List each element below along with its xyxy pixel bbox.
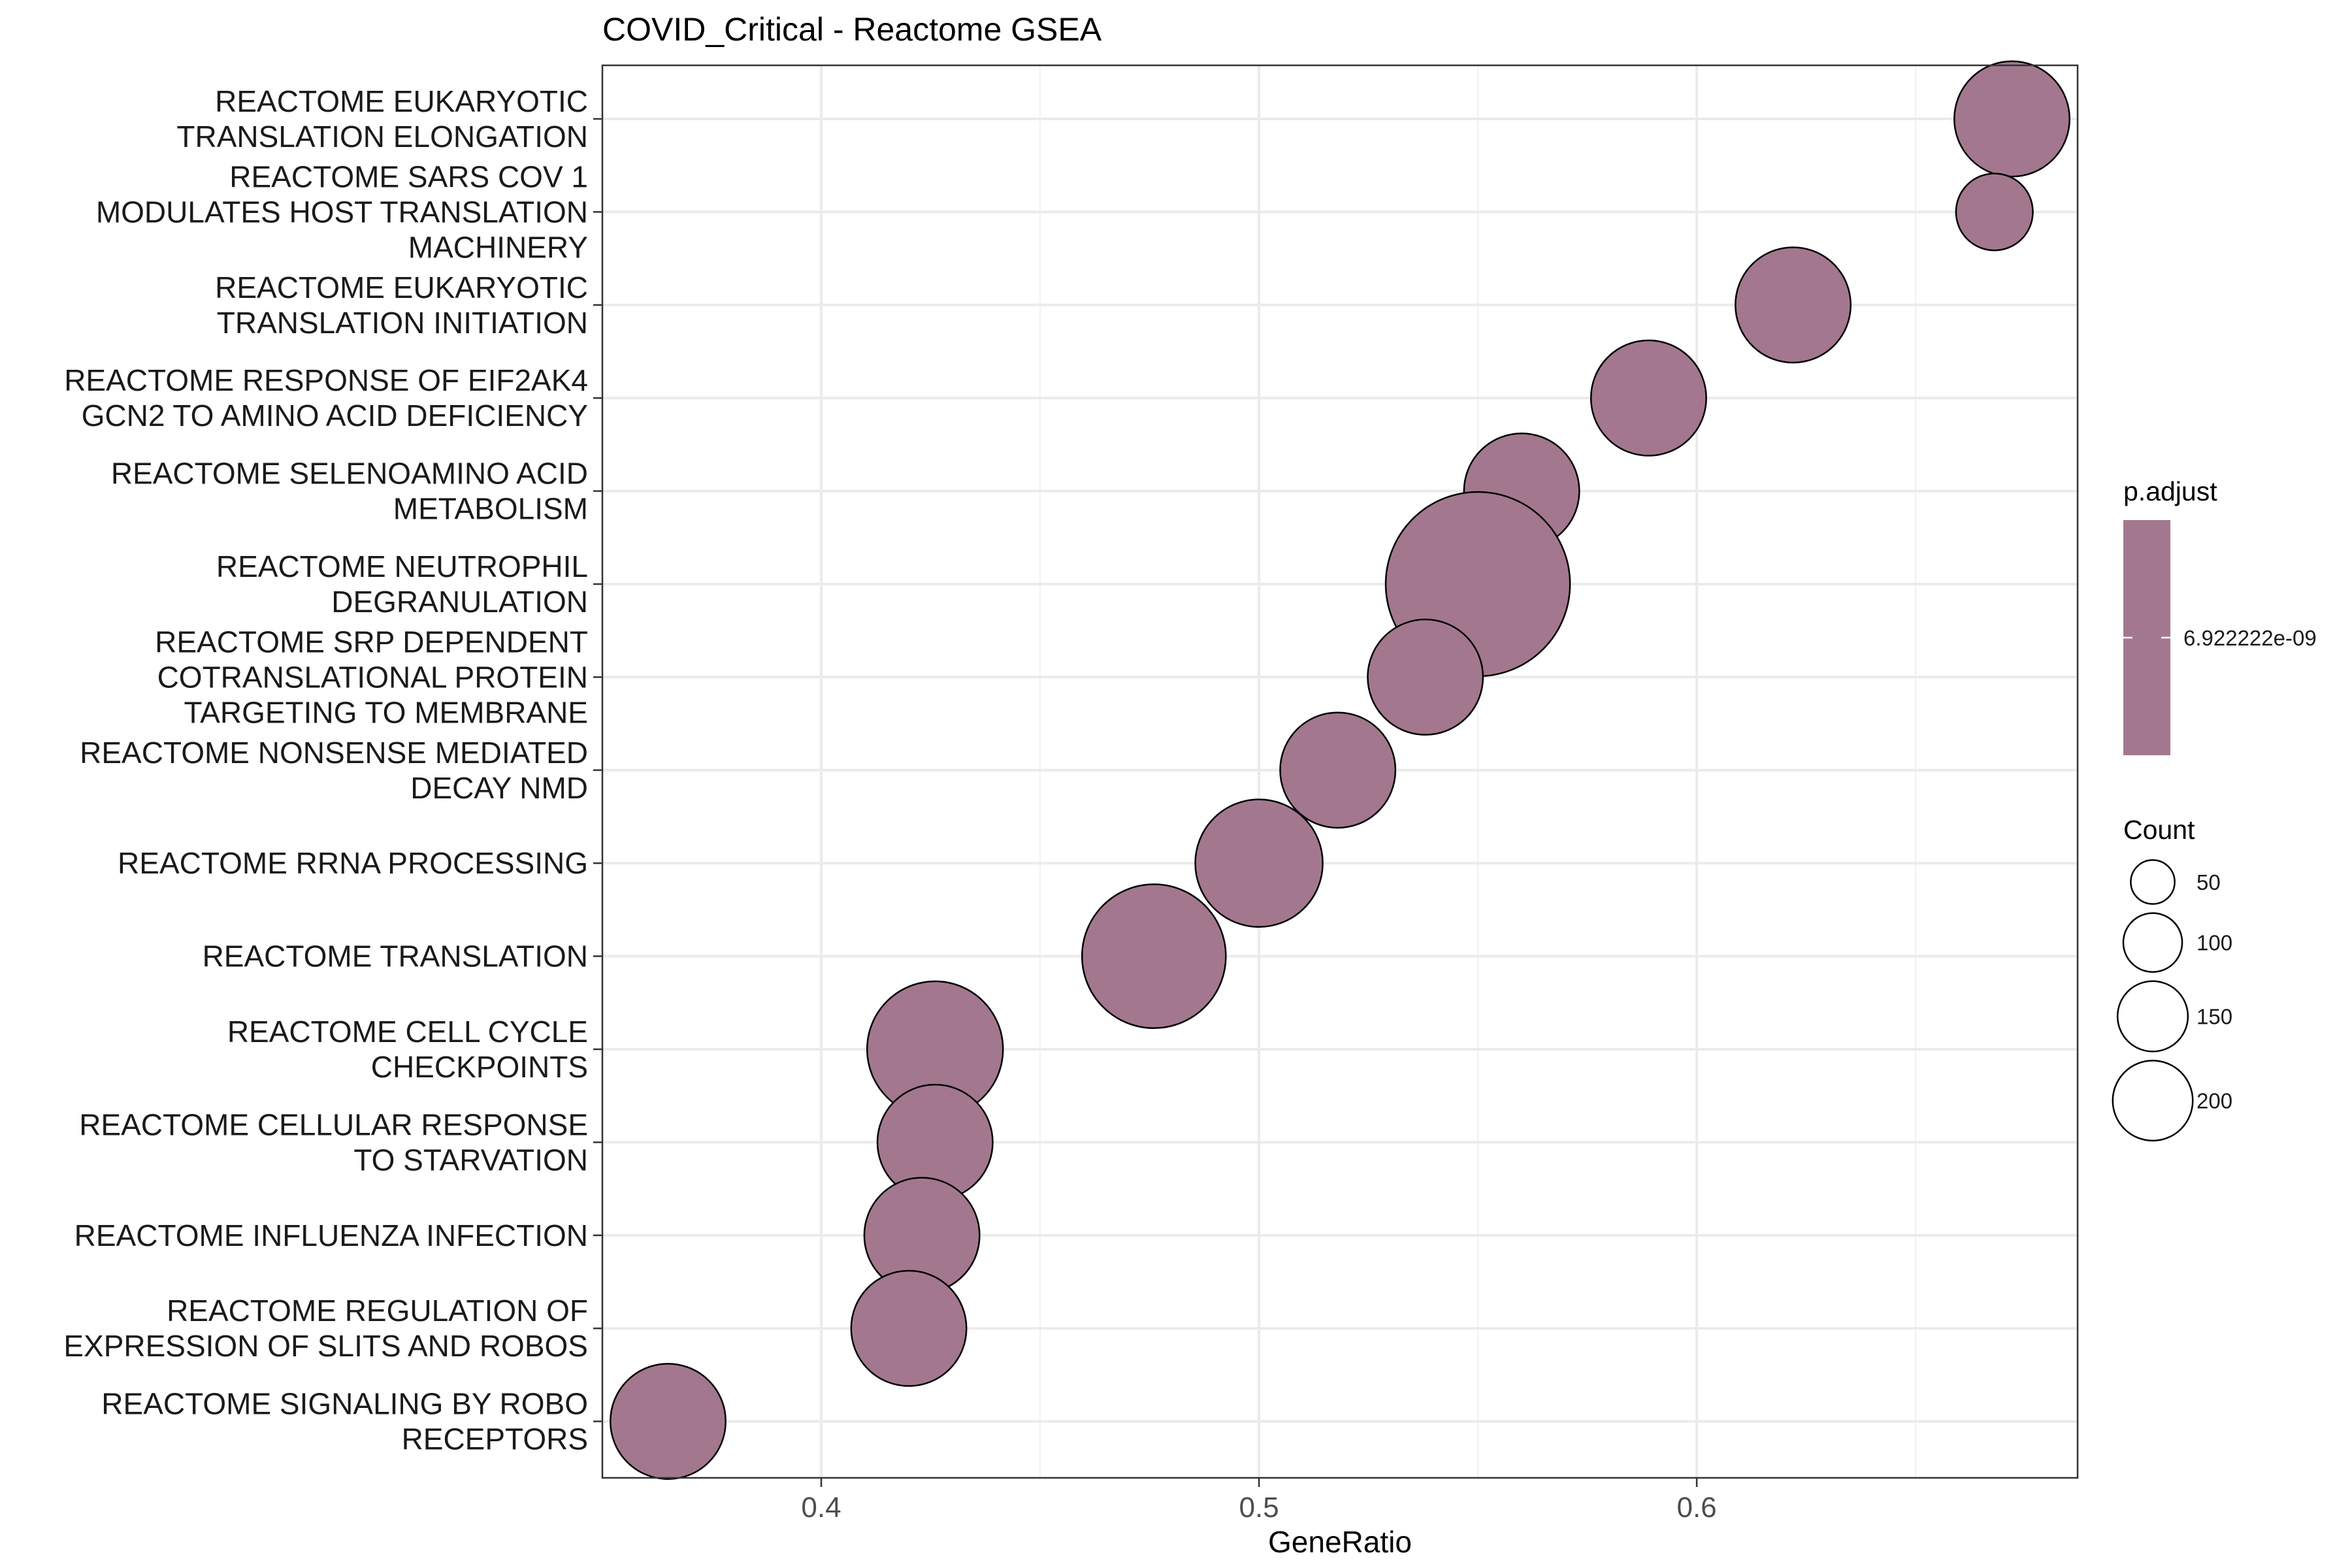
category-label: REACTOME NONSENSE MEDIATED DECAY NMD [80, 736, 588, 805]
data-point [1590, 339, 1707, 457]
category-label-line: REACTOME EUKARYOTIC [215, 270, 588, 304]
plot-border [601, 64, 2079, 1479]
category-label-line: TRANSLATION ELONGATION [176, 120, 588, 154]
category-label-line: REACTOME SARS COV 1 [229, 159, 588, 193]
category-label: REACTOME EUKARYOTIC TRANSLATION ELONGATIO… [176, 84, 588, 154]
category-label: REACTOME SRP DEPENDENT COTRANSLATIONAL PR… [155, 625, 588, 729]
data-point [850, 1269, 968, 1387]
data-point [1953, 60, 2070, 178]
category-label-line: REACTOME REGULATION OF [167, 1294, 588, 1328]
data-point [1735, 246, 1852, 364]
category-label: REACTOME SELENOAMINO ACID METABOLISM [111, 457, 588, 526]
legend-color-title: p.adjust [2123, 476, 2217, 506]
legend-size-label: 50 [2197, 870, 2221, 894]
x-tick-label: 0.5 [1239, 1492, 1279, 1524]
category-label-line: MACHINERY [408, 230, 588, 264]
legend-size-keys: 50 100 150 200 [2112, 859, 2232, 1142]
data-point [1081, 883, 1227, 1029]
category-label: REACTOME NEUTROPHIL DEGRANULATION [216, 549, 588, 619]
category-label-line: TRANSLATION INITIATION [217, 306, 588, 340]
legend-size-key [2122, 912, 2183, 973]
legend-size-title: Count [2123, 815, 2195, 845]
category-label-line: TARGETING TO MEMBRANE [184, 695, 588, 729]
category-label-line: TO STARVATION [353, 1143, 588, 1177]
category-label-line: REACTOME SIGNALING BY ROBO [101, 1387, 588, 1421]
legend-size-label: 200 [2197, 1089, 2232, 1113]
legend-size-label: 100 [2197, 931, 2232, 955]
x-tick-label: 0.6 [1676, 1492, 1716, 1524]
data-point [1194, 798, 1324, 928]
category-label-line: REACTOME CELL CYCLE [227, 1015, 588, 1049]
category-label: REACTOME SIGNALING BY ROBO RECEPTORS [101, 1387, 588, 1456]
category-label-line: GCN2 TO AMINO ACID DEFICIENCY [82, 399, 588, 433]
data-point [610, 1363, 727, 1480]
legend-color-label: 6.922222e-09 [2183, 626, 2317, 650]
category-label-line: REACTOME NEUTROPHIL [216, 549, 588, 583]
legend-size-key [2130, 859, 2176, 905]
category-label-line: REACTOME SRP DEPENDENT [155, 625, 588, 659]
category-label-line: MODULATES HOST TRANSLATION [96, 195, 588, 229]
category-label: REACTOME SARS COV 1 MODULATES HOST TRANSL… [96, 159, 588, 264]
legend: p.adjust 6.922222e-09 Count 50 100 150 200 [2112, 476, 2317, 1142]
data-points [610, 60, 2070, 1480]
category-label: REACTOME CELLULAR RESPONSE TO STARVATION [79, 1107, 588, 1177]
category-label-line: DECAY NMD [410, 771, 588, 805]
data-point [1955, 172, 2034, 252]
category-label: REACTOME TRANSLATION [203, 939, 588, 973]
category-label-line: REACTOME INFLUENZA INFECTION [74, 1218, 588, 1252]
category-label-line: REACTOME RESPONSE OF EIF2AK4 [64, 363, 588, 397]
category-label-line: REACTOME CELLULAR RESPONSE [79, 1107, 588, 1141]
category-label: REACTOME INFLUENZA INFECTION [74, 1218, 588, 1252]
category-label-line: REACTOME RRNA PROCESSING [118, 846, 588, 880]
data-point [1279, 711, 1397, 829]
category-label-line: REACTOME NONSENSE MEDIATED [80, 736, 588, 770]
category-label: REACTOME CELL CYCLE CHECKPOINTS [227, 1015, 588, 1084]
category-label-line: RECEPTORS [402, 1422, 588, 1456]
data-point [1367, 618, 1484, 736]
chart-title: COVID_Critical - Reactome GSEA [602, 11, 1102, 48]
y-axis: REACTOME EUKARYOTIC TRANSLATION ELONGATIO… [63, 84, 602, 1456]
category-label: REACTOME EUKARYOTIC TRANSLATION INITIATIO… [215, 270, 588, 340]
category-label-line: REACTOME EUKARYOTIC [215, 84, 588, 118]
category-label-line: REACTOME SELENOAMINO ACID [111, 457, 588, 491]
x-tick-label: 0.4 [801, 1492, 841, 1524]
category-label: REACTOME REGULATION OF EXPRESSION OF SLIT… [63, 1294, 588, 1363]
category-label-line: METABOLISM [393, 492, 588, 526]
category-label-line: EXPRESSION OF SLITS AND ROBOS [63, 1329, 588, 1363]
category-label-line: DEGRANULATION [331, 585, 588, 619]
category-label-line: COTRANSLATIONAL PROTEIN [157, 660, 588, 694]
category-label: REACTOME RRNA PROCESSING [118, 846, 588, 880]
legend-size-label: 150 [2197, 1005, 2232, 1029]
x-axis: 0.4 0.5 0.6 [801, 1478, 1717, 1524]
legend-size-key [2116, 980, 2189, 1053]
legend-size-key [2112, 1060, 2194, 1142]
category-label: REACTOME RESPONSE OF EIF2AK4 GCN2 TO AMIN… [64, 363, 588, 433]
category-label-line: CHECKPOINTS [371, 1050, 588, 1084]
category-label-line: REACTOME TRANSLATION [203, 939, 588, 973]
x-axis-title: GeneRatio [1268, 1525, 1412, 1559]
